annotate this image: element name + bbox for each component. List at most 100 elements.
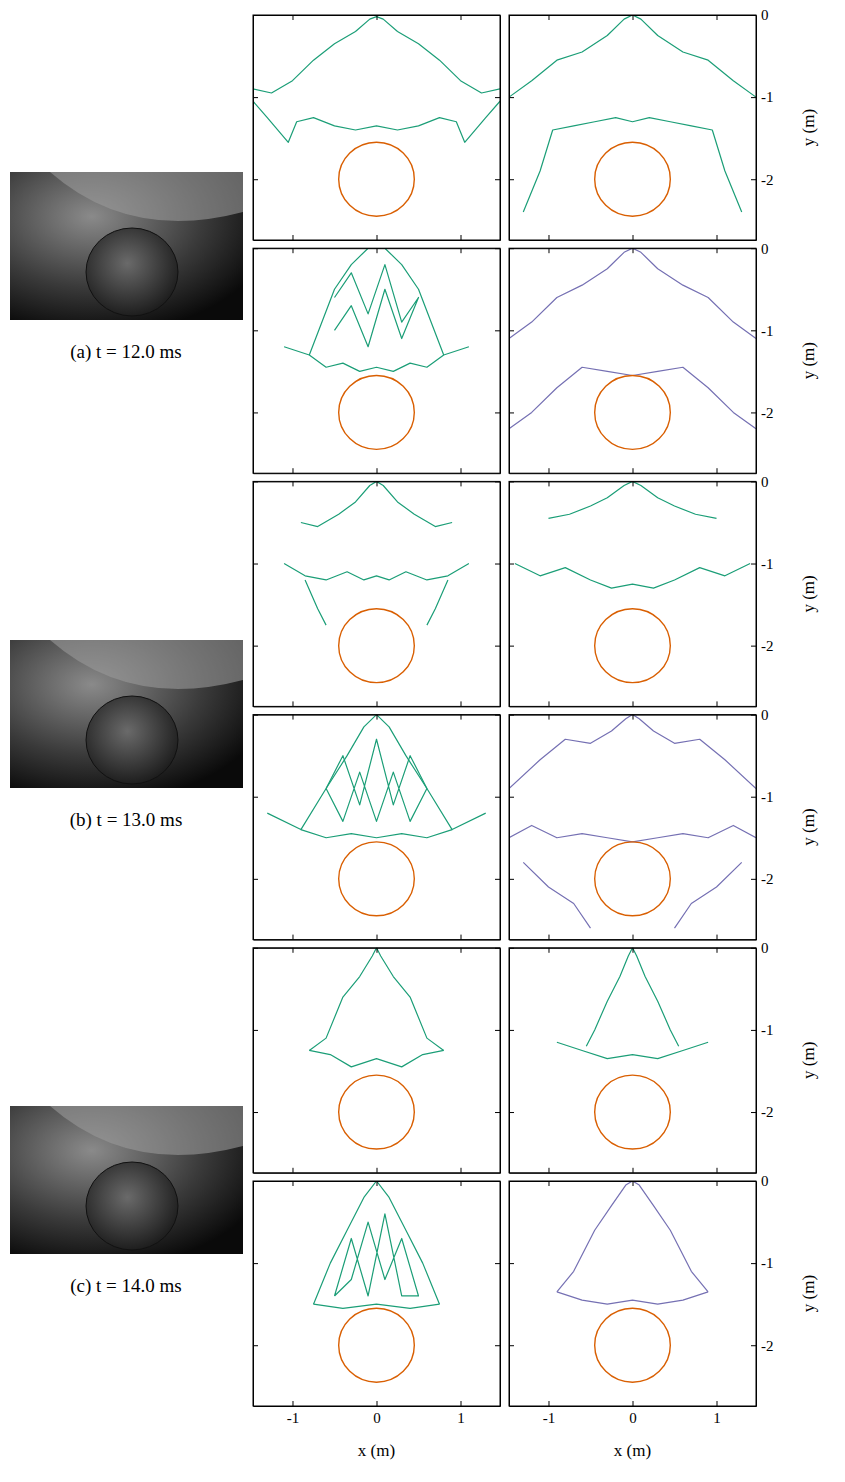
tick bbox=[717, 235, 718, 240]
tick: -2 bbox=[751, 871, 774, 887]
axis bbox=[253, 249, 258, 474]
plot-area bbox=[509, 248, 756, 449]
contour-line bbox=[267, 715, 485, 830]
axis bbox=[253, 16, 258, 241]
tick-mark bbox=[253, 646, 258, 647]
plot-background bbox=[253, 248, 500, 473]
tick: 1 bbox=[457, 1401, 465, 1426]
tick-mark bbox=[292, 248, 293, 253]
tick-mark bbox=[253, 564, 258, 565]
axis bbox=[510, 248, 757, 253]
axis bbox=[253, 1182, 258, 1407]
photo-cavity bbox=[50, 640, 243, 689]
tick bbox=[548, 1181, 549, 1186]
tick bbox=[633, 235, 634, 240]
tick-label: 0 bbox=[761, 1173, 769, 1189]
tick bbox=[292, 715, 293, 720]
tick bbox=[292, 948, 293, 953]
axis-title: y (m) bbox=[799, 1275, 818, 1312]
tick-mark bbox=[253, 330, 258, 331]
tick-mark bbox=[509, 797, 514, 798]
plot-background bbox=[509, 715, 756, 940]
contour-line bbox=[509, 248, 756, 338]
tick-label: -1 bbox=[761, 323, 774, 339]
panel: -1010-1-2x (m)y (m) bbox=[509, 1173, 818, 1460]
tick-mark bbox=[717, 15, 718, 20]
tick-mark bbox=[461, 1168, 462, 1173]
contour-line bbox=[309, 355, 443, 371]
panel: -101x (m) bbox=[253, 1181, 501, 1460]
contour-line bbox=[305, 580, 326, 625]
tick-mark bbox=[717, 715, 718, 720]
contour-line bbox=[334, 1214, 418, 1296]
tick bbox=[461, 235, 462, 240]
plot-frame bbox=[509, 481, 756, 706]
tick: -1 bbox=[543, 1401, 556, 1426]
tick bbox=[253, 412, 258, 413]
tick-mark bbox=[717, 701, 718, 706]
panel: 0-1-2y (m) bbox=[509, 707, 818, 940]
tick bbox=[717, 948, 718, 953]
photo-sphere bbox=[86, 696, 178, 784]
tick-mark bbox=[509, 179, 514, 180]
contour-line bbox=[557, 1292, 708, 1304]
plot-background bbox=[253, 481, 500, 706]
axis bbox=[509, 1182, 514, 1407]
tick-mark bbox=[495, 97, 500, 98]
tick-mark bbox=[292, 1401, 293, 1406]
contour-line bbox=[557, 1181, 708, 1292]
tick bbox=[717, 715, 718, 720]
tick-mark bbox=[292, 701, 293, 706]
axis bbox=[509, 16, 514, 241]
tick-mark bbox=[292, 235, 293, 240]
tick-mark bbox=[717, 235, 718, 240]
tick bbox=[717, 15, 718, 20]
tick-mark bbox=[548, 1168, 549, 1173]
plot-frame bbox=[253, 15, 500, 240]
tick-label: 0 bbox=[761, 241, 769, 257]
plot-frame bbox=[509, 948, 756, 1173]
tick: -2 bbox=[751, 638, 774, 654]
tick bbox=[377, 248, 378, 253]
tick bbox=[377, 1181, 378, 1186]
tick-mark bbox=[751, 330, 756, 331]
axis bbox=[509, 715, 514, 940]
tick-mark bbox=[751, 1345, 756, 1346]
tick: -1 bbox=[751, 89, 774, 105]
tick bbox=[548, 248, 549, 253]
tick-mark bbox=[548, 468, 549, 473]
axis: 0-1-2 bbox=[751, 940, 774, 1173]
sphere-outline bbox=[595, 1075, 671, 1149]
panel bbox=[253, 15, 501, 241]
tick bbox=[377, 935, 378, 940]
plot-frame bbox=[253, 248, 500, 473]
axis bbox=[253, 948, 258, 1173]
tick-mark bbox=[377, 715, 378, 720]
tick bbox=[633, 948, 634, 953]
tick bbox=[253, 1345, 258, 1346]
axis bbox=[253, 482, 258, 707]
tick-mark bbox=[633, 15, 634, 20]
axis-title: y (m) bbox=[799, 1042, 818, 1079]
tick-mark bbox=[509, 879, 514, 880]
caption: (b) t = 13.0 ms bbox=[70, 809, 183, 831]
tick bbox=[509, 412, 514, 413]
plot-frame bbox=[509, 248, 756, 473]
tick bbox=[509, 179, 514, 180]
tick-mark bbox=[717, 248, 718, 253]
photo-background bbox=[10, 640, 243, 788]
tick bbox=[548, 715, 549, 720]
tick-mark bbox=[751, 1030, 756, 1031]
sphere-outline bbox=[595, 142, 671, 216]
tick: -1 bbox=[751, 1255, 774, 1271]
plot-area bbox=[284, 248, 469, 449]
axis bbox=[510, 15, 757, 20]
tick-mark bbox=[461, 248, 462, 253]
tick-mark bbox=[253, 1030, 258, 1031]
tick-mark bbox=[751, 412, 756, 413]
contour-line bbox=[509, 715, 756, 789]
axis bbox=[510, 1181, 757, 1186]
panel: 0-1-2y (m) bbox=[509, 474, 818, 707]
contour-line bbox=[253, 101, 500, 142]
tick-mark bbox=[633, 248, 634, 253]
